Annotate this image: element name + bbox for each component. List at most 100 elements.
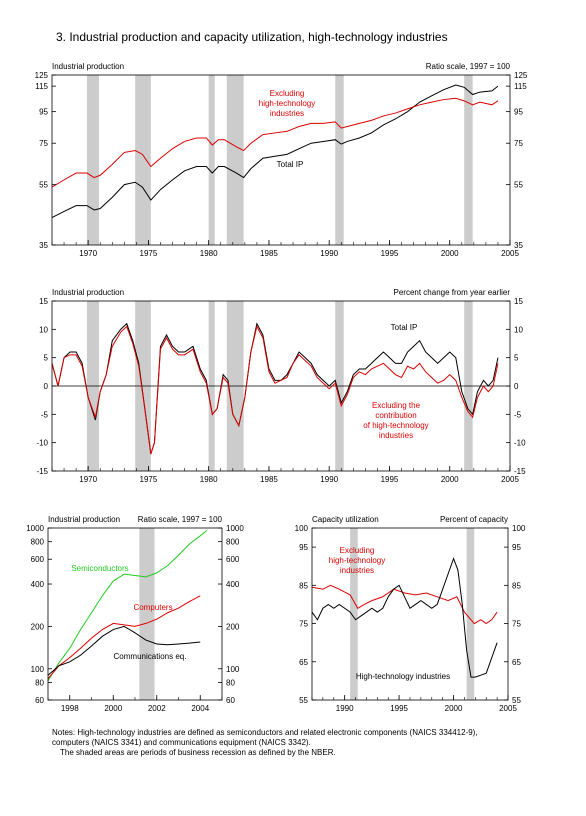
y-tick-label-left: 200 xyxy=(31,622,45,631)
y-tick-label-left: 115 xyxy=(35,82,48,91)
y-tick-label-right: 55 xyxy=(514,181,523,190)
x-tick-label: 2005 xyxy=(499,704,517,713)
y-tick-label-right: 65 xyxy=(512,658,521,667)
x-tick-label: 1990 xyxy=(336,704,354,713)
x-tick-label: 2000 xyxy=(104,704,122,713)
series-label-0: high-technology xyxy=(329,556,385,565)
notes-line-3: The shaded areas are periods of business… xyxy=(60,748,336,757)
y-tick-label-left: 125 xyxy=(35,71,49,80)
y-tick-label-right: 75 xyxy=(514,139,523,148)
y-tick-label-left: 800 xyxy=(31,538,45,547)
y-tick-label-right: 10 xyxy=(514,325,523,334)
series-label-1: industries xyxy=(270,109,304,118)
panel-left-title: Capacity utilization xyxy=(312,515,379,524)
x-tick-label: 2002 xyxy=(148,704,166,713)
y-tick-label-left: -5 xyxy=(41,410,49,419)
recession-band-0 xyxy=(86,75,100,245)
series-label-1: Excluding the xyxy=(372,401,421,410)
notes-line-1: Notes: High-technology industries are de… xyxy=(52,728,478,737)
x-tick-label: 1975 xyxy=(140,249,158,258)
plot-frame xyxy=(47,527,223,701)
x-tick-label: 1998 xyxy=(61,704,79,713)
y-tick-label-right: 100 xyxy=(512,524,526,533)
x-tick-label: 1995 xyxy=(390,704,408,713)
series-label-0: industries xyxy=(340,566,374,575)
x-tick-label: 1985 xyxy=(260,475,278,484)
recession-band-3 xyxy=(226,75,244,245)
notes: Notes: High-technology industries are de… xyxy=(52,728,572,758)
x-tick-label: 1995 xyxy=(381,249,399,258)
series-line-0 xyxy=(51,84,499,218)
y-tick-label-left: 5 xyxy=(44,354,49,363)
y-tick-label-right: 1000 xyxy=(226,524,244,533)
y-tick-label-left: 400 xyxy=(31,580,45,589)
y-tick-label-right: 200 xyxy=(226,622,240,631)
y-tick-label-left: 35 xyxy=(39,241,48,250)
y-tick-label-right: -5 xyxy=(514,410,522,419)
y-tick-label-left: 75 xyxy=(299,620,308,629)
recession-band-4 xyxy=(350,528,358,700)
y-tick-label-right: 95 xyxy=(514,108,523,117)
y-tick-label-left: 600 xyxy=(31,555,45,564)
y-tick-label-right: -15 xyxy=(514,467,526,476)
x-tick-label: 2004 xyxy=(191,704,209,713)
panel-left-title: Industrial production xyxy=(52,62,124,71)
panel1: 35 35 55 55 75 75 95 95 115 115 125 125 1970 1975 1980… xyxy=(35,62,528,258)
series-label-0: Total IP xyxy=(277,160,304,169)
figure-title: 3. Industrial production and capacity ut… xyxy=(56,30,448,44)
panel-right-title: Percent of capacity xyxy=(440,515,508,524)
y-tick-label-right: -10 xyxy=(514,439,526,448)
series-label-0: Total IP xyxy=(391,323,418,332)
y-tick-label-right: 0 xyxy=(514,382,519,391)
x-tick-label: 1990 xyxy=(320,249,338,258)
y-tick-label-left: -10 xyxy=(36,439,48,448)
recession-band-1 xyxy=(135,75,151,245)
series-line-1 xyxy=(311,557,498,678)
y-tick-label-left: 65 xyxy=(299,658,308,667)
x-tick-label: 1970 xyxy=(79,475,97,484)
x-tick-label: 2000 xyxy=(441,249,459,258)
y-tick-label-right: 80 xyxy=(226,678,235,687)
y-tick-label-left: -15 xyxy=(36,467,48,476)
series-label-1: Excluding xyxy=(270,89,305,98)
y-tick-label-left: 60 xyxy=(35,696,44,705)
series-label-0: Semiconductors xyxy=(71,564,128,573)
panel-right-title: Ratio scale, 1997 = 100 xyxy=(426,62,511,71)
recession-band-5 xyxy=(139,528,155,700)
panel2: -15 -15 -10 -10 -5 -5 0 0 5 5 10 10 15 15 1970 1975 1980… xyxy=(36,288,526,484)
y-tick-label-left: 10 xyxy=(39,325,48,334)
x-tick-label: 1980 xyxy=(200,249,218,258)
y-tick-label-left: 100 xyxy=(31,665,45,674)
x-tick-label: 2005 xyxy=(501,475,519,484)
recession-band-5 xyxy=(464,75,473,245)
series-label-1: Computers xyxy=(133,603,172,612)
series-label-2: Communications eq. xyxy=(114,652,187,661)
y-tick-label-right: 55 xyxy=(512,696,521,705)
panel4: 55 55 65 65 75 75 85 85 95 95 100 100 1990 1995 2000 20… xyxy=(295,515,526,713)
series-label-1: High-technology industries xyxy=(356,672,450,681)
series-line-1 xyxy=(51,325,499,455)
recession-band-4 xyxy=(335,75,344,245)
y-tick-label-right: 35 xyxy=(514,241,523,250)
x-tick-label: 1970 xyxy=(79,249,97,258)
notes-line-2: computers (NAICS 3341) and communication… xyxy=(52,738,311,747)
y-tick-label-left: 0 xyxy=(44,382,49,391)
y-tick-label-right: 115 xyxy=(514,82,527,91)
y-tick-label-right: 75 xyxy=(512,620,521,629)
x-tick-label: 1995 xyxy=(381,475,399,484)
series-label-1: of high-technology xyxy=(363,421,428,430)
y-tick-label-left: 80 xyxy=(35,678,44,687)
y-tick-label-left: 75 xyxy=(39,139,48,148)
y-tick-label-right: 85 xyxy=(512,581,521,590)
panel-left-title: Industrial production xyxy=(52,288,124,297)
series-label-1: industries xyxy=(379,431,413,440)
series-line-2 xyxy=(47,625,201,676)
y-tick-label-left: 55 xyxy=(39,181,48,190)
panel3: 60 60 80 80 100 100 200 200 400 400 600 600 800 800 10… xyxy=(26,515,244,713)
x-tick-label: 2000 xyxy=(445,704,463,713)
y-tick-label-left: 95 xyxy=(39,108,48,117)
x-tick-label: 1990 xyxy=(320,475,338,484)
y-tick-label-right: 5 xyxy=(514,354,519,363)
x-tick-label: 1975 xyxy=(140,475,158,484)
